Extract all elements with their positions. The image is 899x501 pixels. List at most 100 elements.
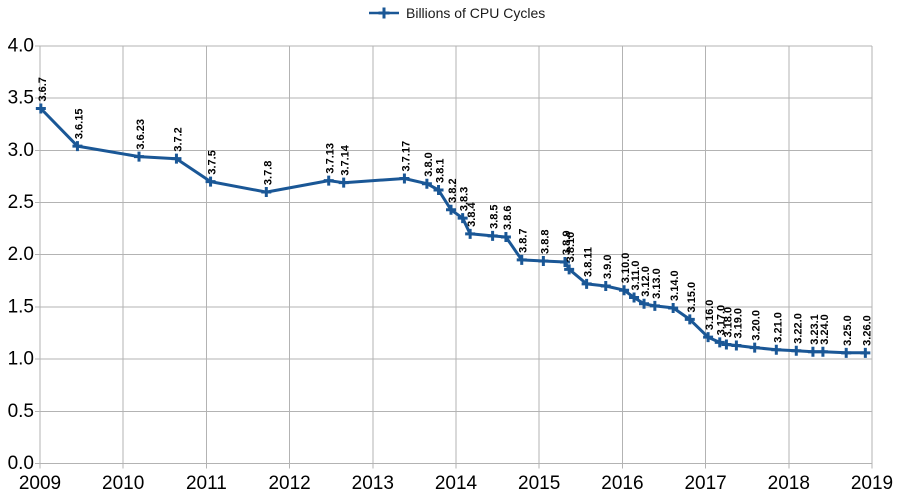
data-point-label: 3.12.0 — [640, 266, 652, 297]
data-point-marker — [629, 292, 640, 303]
data-point-marker — [421, 178, 432, 189]
x-tick-label: 2019 — [851, 473, 893, 494]
data-point-label: 3.10.0 — [620, 253, 632, 284]
data-point-label: 3.14.0 — [669, 270, 681, 301]
data-point-label: 3.6.23 — [135, 119, 147, 150]
data-point-label: 3.8.8 — [539, 229, 551, 253]
y-tick-label: 0.0 — [8, 453, 34, 474]
y-tick-label: 2.0 — [8, 244, 34, 265]
data-point-label: 3.13.0 — [651, 268, 663, 299]
data-point-marker — [771, 344, 782, 355]
y-tick-label: 1.0 — [8, 349, 34, 370]
y-tick-label: 3.0 — [8, 140, 34, 161]
data-point-label: 3.8.6 — [502, 205, 514, 229]
y-tick-label: 3.5 — [8, 88, 34, 109]
x-tick-label: 2016 — [601, 473, 643, 494]
data-point-label: 3.8.4 — [466, 201, 478, 226]
x-tick-label: 2018 — [768, 473, 810, 494]
data-point-marker — [684, 314, 695, 325]
data-point-marker — [457, 213, 468, 224]
data-point-label: 3.8.1 — [435, 159, 447, 183]
data-point-marker — [817, 346, 828, 357]
data-point-label: 3.8.2 — [447, 178, 459, 202]
data-point-marker — [791, 345, 802, 356]
data-point-label: 3.20.0 — [751, 310, 763, 341]
data-point-label: 3.25.0 — [842, 315, 854, 346]
series-markers — [35, 103, 871, 358]
x-tick-label: 2013 — [352, 473, 394, 494]
data-point-label: 3.7.14 — [340, 144, 352, 175]
data-point-marker — [399, 173, 410, 184]
data-point-marker — [538, 255, 549, 266]
data-point-label: 3.8.3 — [459, 187, 471, 211]
data-point-marker — [639, 298, 650, 309]
data-point-label: 3.11.0 — [630, 261, 642, 291]
data-point-label: 3.15.0 — [686, 282, 698, 313]
y-tick-label: 1.5 — [8, 296, 34, 317]
data-point-label: 3.8.9 — [561, 231, 573, 255]
data-point-marker — [841, 347, 852, 358]
gridlines — [35, 45, 873, 469]
data-point-marker — [134, 151, 145, 162]
data-point-label: 3.8.10 — [565, 232, 577, 263]
data-point-label: 3.19.0 — [732, 308, 744, 339]
data-point-marker — [807, 346, 818, 357]
data-point-marker — [72, 141, 83, 152]
x-tick-label: 2009 — [19, 473, 61, 494]
x-tick-label: 2017 — [684, 473, 726, 494]
data-point-marker — [668, 302, 679, 313]
data-point-marker — [559, 257, 570, 268]
y-tick-label: 2.5 — [8, 192, 34, 213]
data-point-marker — [703, 332, 714, 343]
data-point-label: 3.18.0 — [722, 307, 734, 338]
legend: Billions of CPU Cycles — [368, 4, 545, 22]
data-point-marker — [649, 300, 660, 311]
x-axis-tick-labels: 2009 2010 2011 2012 2013 2014 2015 2016 2017 2018… — [19, 473, 893, 494]
data-point-marker — [749, 342, 760, 353]
data-point-marker — [731, 340, 742, 351]
legend-line-plus-icon — [369, 7, 399, 19]
data-point-marker — [446, 204, 457, 215]
data-point-label: 3.21.0 — [772, 312, 784, 343]
data-point-label: 3.6.7 — [37, 77, 49, 101]
data-point-marker — [619, 285, 630, 296]
data-point-label: 3.23.1 — [809, 314, 821, 345]
data-point-label: 3.7.2 — [172, 127, 184, 151]
data-point-labels: 3.6.73.6.15 3.6.23 3.7.23.7.5 3.7.8 3.7.13 3.… — [37, 77, 874, 346]
data-point-marker — [261, 187, 272, 198]
data-point-marker — [323, 175, 334, 186]
data-point-label: 3.9.0 — [602, 255, 614, 279]
data-point-label: 3.8.7 — [518, 228, 530, 252]
data-point-marker — [600, 281, 611, 292]
x-tick-label: 2014 — [435, 473, 478, 494]
data-point-marker — [338, 177, 349, 188]
data-point-label: 3.8.5 — [489, 204, 501, 228]
x-tick-label: 2015 — [518, 473, 560, 494]
data-point-label: 3.22.0 — [792, 313, 804, 344]
data-point-label: 3.24.0 — [819, 314, 831, 345]
data-point-label: 3.16.0 — [704, 300, 716, 331]
data-point-marker — [581, 278, 592, 289]
x-tick-label: 2012 — [268, 473, 310, 494]
data-point-label: 3.8.11 — [583, 247, 595, 277]
data-point-marker — [171, 153, 182, 164]
data-point-marker — [487, 230, 498, 241]
data-point-label: 3.26.0 — [861, 315, 873, 346]
data-point-label: 3.7.17 — [400, 141, 412, 172]
data-point-marker — [35, 103, 46, 114]
x-tick-label: 2011 — [186, 473, 227, 494]
y-tick-label: 0.5 — [8, 401, 34, 422]
data-point-marker — [721, 339, 732, 350]
data-point-marker — [714, 337, 725, 348]
y-tick-label: 4.0 — [8, 35, 34, 56]
legend-label: Billions of CPU Cycles — [406, 5, 546, 21]
data-point-label: 3.7.5 — [207, 150, 219, 174]
data-point-label: 3.6.15 — [73, 109, 85, 140]
data-point-label: 3.7.8 — [262, 161, 274, 185]
y-axis-tick-labels: 0.0 0.5 1.0 1.5 2.0 2.5 3.0 3.5 4.0 — [8, 35, 34, 474]
data-point-marker — [433, 184, 444, 195]
data-point-label: 3.17.0 — [716, 305, 728, 336]
data-point-marker — [564, 264, 575, 275]
data-point-marker — [860, 347, 871, 358]
